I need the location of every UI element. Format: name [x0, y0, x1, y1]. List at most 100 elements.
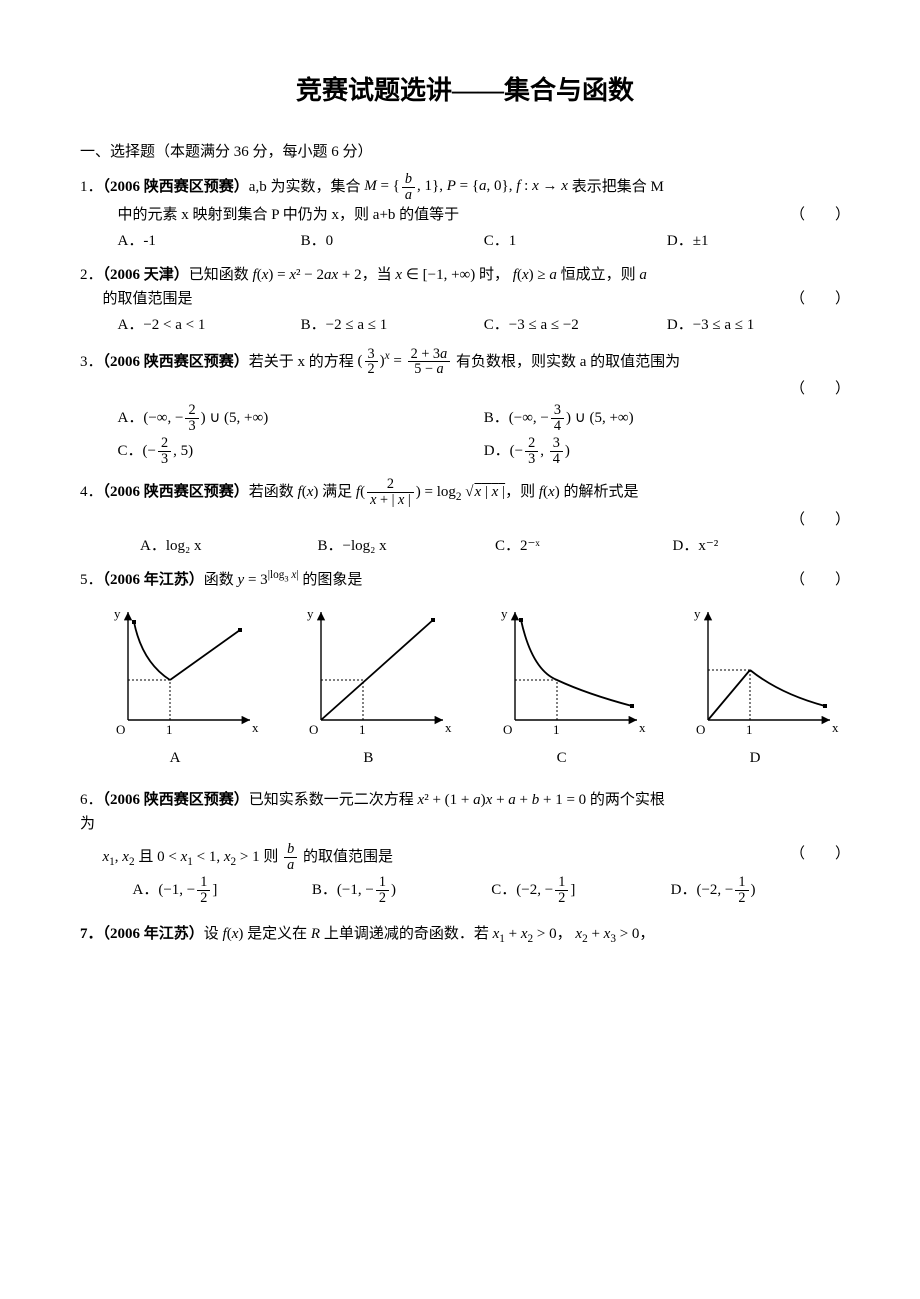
- q6-line2: 为: [80, 812, 850, 836]
- q6-source: （2006 陕西赛区预赛）: [103, 792, 249, 808]
- q1-text-1: a,b 为实数，集合: [249, 178, 361, 194]
- svg-text:y: y: [114, 606, 121, 621]
- q4-option-d: D．x⁻²: [673, 534, 851, 558]
- q3-math-eq: (32)x = 2 + 3a5 − a: [358, 353, 453, 369]
- q3-option-c: C．(−23, 5): [118, 436, 484, 467]
- q5-paren: （ ）: [770, 568, 850, 592]
- q5-source: （2006 年江苏）: [103, 572, 204, 588]
- q1-option-a: A．-1: [118, 229, 301, 253]
- q6-option-a: A．(−1, −12]: [133, 875, 312, 906]
- svg-text:O: O: [309, 722, 318, 737]
- q1-line2: 中的元素 x 映射到集合 P 中仍为 x，则 a+b 的值等于: [118, 203, 460, 227]
- q4-math-fx: f(x): [298, 484, 323, 500]
- q4-source: （2006 陕西赛区预赛）: [103, 484, 249, 500]
- q2-option-c: C．−3 ≤ a ≤ −2: [484, 313, 667, 337]
- q4-option-a: A．log₂ x: [140, 534, 318, 558]
- q5-math: y = 3|log3 x|: [238, 572, 303, 588]
- svg-text:1: 1: [746, 722, 753, 737]
- svg-text:1: 1: [359, 722, 366, 737]
- q3-source: （2006 陕西赛区预赛）: [103, 353, 249, 369]
- question-3: 3．（2006 陕西赛区预赛）若关于 x 的方程 (32)x = 2 + 3a5…: [80, 347, 850, 468]
- q6-math-roots: x1, x2: [103, 849, 139, 865]
- svg-text:y: y: [694, 606, 701, 621]
- q1-text-2: 表示把集合 M: [572, 178, 664, 194]
- q6-math-cond: 0 < x1 < 1, x2 > 1: [157, 849, 263, 865]
- q1-option-d: D．±1: [667, 229, 850, 253]
- svg-text:1: 1: [166, 722, 173, 737]
- question-7: 7．（2006 年江苏）设 f(x) 是定义在 R 上单调递减的奇函数．若 x1…: [80, 922, 850, 946]
- q2-option-b: B．−2 ≤ a ≤ 1: [301, 313, 484, 337]
- q6-option-c: C．(−2, −12]: [491, 875, 670, 906]
- q6-options: A．(−1, −12] B．(−1, −12) C．(−2, −12] D．(−…: [80, 875, 850, 906]
- q2-t1: 已知函数: [189, 267, 249, 283]
- q1-source: （2006 陕西赛区预赛）: [103, 178, 249, 194]
- q3-t2: 有负数根，则实数 a 的取值范围为: [456, 353, 680, 369]
- q4-t2: 满足: [322, 484, 352, 500]
- q6-math-frac: ba: [282, 849, 303, 865]
- q4-number: 4．: [80, 484, 103, 500]
- q2-source: （2006 天津）: [103, 267, 189, 283]
- q3-option-a: A．(−∞, −23) ∪ (5, +∞): [118, 403, 484, 434]
- svg-text:x: x: [445, 720, 452, 735]
- q7-source: （2006 年江苏）: [103, 926, 204, 942]
- chart-c-label: C: [477, 746, 647, 770]
- q7-math-c2: x2 + x3 > 0: [575, 926, 639, 942]
- q1-option-c: C．1: [484, 229, 667, 253]
- q3-option-d: D．(−23, 34): [484, 436, 850, 467]
- q7-t4: ，: [557, 926, 572, 942]
- q4-options: A．log₂ x B．−log₂ x C．2⁻ˣ D．x⁻²: [80, 534, 850, 558]
- q2-options: A．−2 < a < 1 B．−2 ≤ a ≤ 1 C．−3 ≤ a ≤ −2 …: [80, 313, 850, 337]
- svg-text:O: O: [116, 722, 125, 737]
- chart-b-label: B: [283, 746, 453, 770]
- chart-c: x y O 1: [477, 602, 647, 742]
- q3-option-b: B．(−∞, −34) ∪ (5, +∞): [484, 403, 850, 434]
- svg-text:O: O: [696, 722, 705, 737]
- svg-text:x: x: [639, 720, 646, 735]
- q1-option-b: B．0: [301, 229, 484, 253]
- question-6: 6．（2006 陕西赛区预赛）已知实系数一元二次方程 x² + (1 + a)x…: [80, 788, 850, 906]
- chart-d-label: D: [670, 746, 840, 770]
- q2-option-d: D．−3 ≤ a ≤ 1: [667, 313, 850, 337]
- q5-charts: x y O 1 A x y O 1: [80, 602, 850, 770]
- q7-math-f: f(x): [223, 926, 248, 942]
- q2-math-a: a: [639, 267, 647, 283]
- svg-text:y: y: [307, 606, 314, 621]
- q4-t4: 的解析式是: [563, 484, 638, 500]
- q7-t1: 设: [204, 926, 219, 942]
- q4-t1: 若函数: [249, 484, 294, 500]
- q1-paren: （ ）: [770, 203, 850, 227]
- q2-math-f: f(x) = x² − 2ax + 2: [253, 267, 362, 283]
- svg-text:x: x: [832, 720, 839, 735]
- q5-t1: 函数: [204, 572, 234, 588]
- chart-a-label: A: [90, 746, 260, 770]
- q6-t1: 已知实系数一元二次方程: [249, 792, 414, 808]
- q6-t2: 的两个实根: [590, 792, 665, 808]
- q2-t3: 时，: [479, 267, 509, 283]
- q4-option-c: C．2⁻ˣ: [495, 534, 673, 558]
- q7-t5: ，: [639, 926, 654, 942]
- chart-a: x y O 1: [90, 602, 260, 742]
- q1-number: 1．: [80, 178, 103, 194]
- q7-t3: 上单调递减的奇函数．若: [324, 926, 489, 942]
- page-title: 竞赛试题选讲——集合与函数: [80, 70, 850, 112]
- svg-text:y: y: [501, 606, 508, 621]
- q6-option-b: B．(−1, −12): [312, 875, 491, 906]
- q2-math-ineq: f(x) ≥ a: [513, 267, 561, 283]
- chart-b: x y O 1: [283, 602, 453, 742]
- q3-paren: （ ）: [770, 377, 850, 401]
- q6-l3c: 的取值范围是: [303, 849, 393, 865]
- q4-t3: ，则: [505, 484, 535, 500]
- q7-math-c1: x1 + x2 > 0: [493, 926, 557, 942]
- q4-paren: （ ）: [770, 508, 850, 532]
- q3-number: 3．: [80, 353, 103, 369]
- chart-d: x y O 1: [670, 602, 840, 742]
- q6-l3b: 则: [263, 849, 278, 865]
- q6-l3a: 且: [138, 849, 153, 865]
- question-5: 5．（2006 年江苏）函数 y = 3|log3 x| 的图象是 （ ） x …: [80, 568, 850, 770]
- section-1-header: 一、选择题（本题满分 36 分，每小题 6 分）: [80, 140, 850, 164]
- q7-math-R: R: [311, 926, 324, 942]
- q1-options: A．-1 B．0 C．1 D．±1: [80, 229, 850, 253]
- q2-line2: 的取值范围是: [103, 287, 193, 311]
- svg-text:1: 1: [553, 722, 560, 737]
- q2-number: 2．: [80, 267, 103, 283]
